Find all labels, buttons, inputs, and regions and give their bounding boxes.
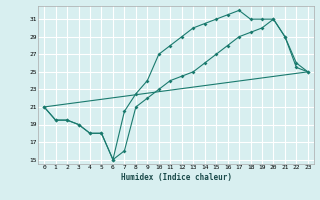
X-axis label: Humidex (Indice chaleur): Humidex (Indice chaleur): [121, 173, 231, 182]
